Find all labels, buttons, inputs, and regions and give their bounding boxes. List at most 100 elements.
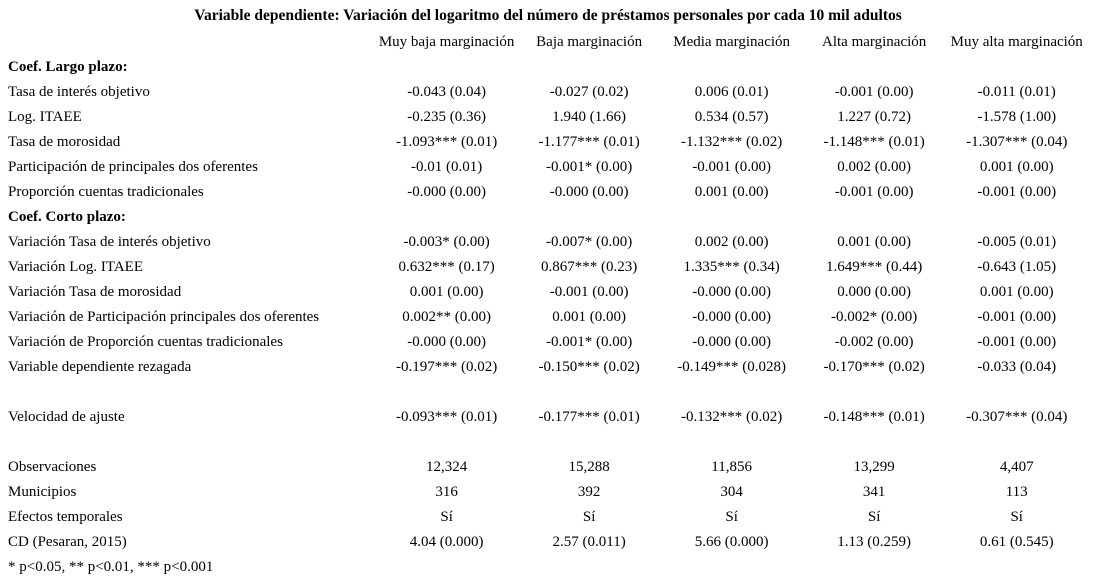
row-label: CD (Pesaran, 2015)	[8, 534, 127, 550]
value-cell: 316	[435, 484, 458, 500]
table-row: Efectos temporales Sí Sí Sí Sí Sí	[8, 505, 1088, 530]
value-cell: -0.001 (0.00)	[834, 184, 914, 200]
value-cell	[660, 380, 803, 405]
value-cell: -0.001* (0.00)	[546, 334, 633, 350]
value-cell: 0.001 (0.00)	[837, 234, 912, 250]
value-cell: 4.04 (0.000)	[409, 534, 484, 550]
value-cell	[660, 430, 803, 455]
value-cell: 0.534 (0.57)	[694, 109, 769, 125]
row-label: Velocidad de ajuste	[8, 409, 125, 425]
value-cell: -0.001 (0.00)	[977, 184, 1057, 200]
value-cell: Sí	[582, 509, 596, 525]
value-cell: -1.148*** (0.01)	[823, 134, 925, 150]
value-cell	[518, 55, 661, 80]
value-cell	[660, 55, 803, 80]
value-cell	[803, 205, 946, 230]
value-cell: 1.13 (0.259)	[837, 534, 912, 550]
row-label	[8, 430, 375, 455]
value-cell: -1.307*** (0.04)	[966, 134, 1068, 150]
table-row: CD (Pesaran, 2015) 4.04 (0.000) 2.57 (0.01…	[8, 530, 1088, 555]
value-cell: 1.335*** (0.34)	[683, 259, 780, 275]
table-row: Proporción cuentas tradicionales -0.000 (…	[8, 180, 1088, 205]
value-cell: -0.01 (0.01)	[410, 159, 483, 175]
value-cell: 4,407	[999, 459, 1034, 475]
value-cell: 0.867*** (0.23)	[541, 259, 638, 275]
value-cell	[945, 55, 1088, 80]
value-cell: -0.002* (0.00)	[831, 309, 918, 325]
value-cell: -0.001 (0.00)	[834, 84, 914, 100]
value-cell: Sí	[1010, 509, 1023, 525]
column-header: Muy alta marginación	[950, 34, 1083, 50]
value-cell: 304	[720, 484, 743, 500]
section-header-row: Coef. Largo plazo:	[8, 55, 1088, 80]
value-cell: -1.093*** (0.01)	[395, 134, 498, 150]
value-cell: 0.61 (0.545)	[979, 534, 1054, 550]
value-cell: 0.000 (0.00)	[837, 284, 912, 300]
value-cell	[375, 55, 518, 80]
value-cell: -0.235 (0.36)	[407, 109, 486, 125]
value-cell: -0.001* (0.00)	[546, 159, 633, 175]
table-row: Variación Log. ITAEE 0.632*** (0.17) 0.867…	[8, 255, 1088, 280]
value-cell: -0.001 (0.00)	[977, 309, 1057, 325]
value-cell: -0.000 (0.00)	[692, 309, 772, 325]
column-header-row: Muy baja marginación Baja marginación Medi…	[8, 30, 1088, 55]
value-cell	[375, 380, 518, 405]
table-row: Variable dependiente rezagada -0.197*** (…	[8, 355, 1088, 380]
row-label: Efectos temporales	[8, 509, 123, 525]
row-label	[8, 380, 375, 405]
value-cell: 0.002** (0.00)	[402, 309, 491, 325]
value-cell: -0.000 (0.00)	[692, 284, 772, 300]
row-label: Coef. Corto plazo:	[8, 209, 126, 225]
value-cell	[518, 380, 661, 405]
value-cell: -0.150*** (0.02)	[538, 359, 640, 375]
value-cell: -0.002 (0.00)	[834, 334, 914, 350]
row-label: Tasa de morosidad	[8, 134, 121, 150]
row-label: Variable dependiente rezagada	[8, 359, 192, 375]
value-cell: -0.170*** (0.02)	[823, 359, 925, 375]
value-cell: 2.57 (0.011)	[552, 534, 626, 550]
value-cell	[518, 205, 661, 230]
value-cell: -0.005 (0.01)	[977, 234, 1057, 250]
column-header: Muy baja marginación	[378, 34, 515, 50]
spacer-row	[8, 380, 1088, 405]
column-header: Baja marginación	[536, 34, 643, 50]
value-cell: -0.000 (0.00)	[407, 184, 486, 200]
row-label: Observaciones	[8, 459, 97, 475]
value-cell: 113	[1005, 484, 1028, 500]
value-cell: 11,856	[711, 459, 752, 475]
table-row: Variación de Participación principales d…	[8, 305, 1088, 330]
section-header-row: Coef. Corto plazo:	[8, 205, 1088, 230]
value-cell: -0.000 (0.00)	[549, 184, 629, 200]
row-label: Proporción cuentas tradicionales	[8, 184, 204, 200]
value-cell: -1.132*** (0.02)	[681, 134, 783, 150]
value-cell: -0.000 (0.00)	[407, 334, 486, 350]
value-cell: -0.043 (0.04)	[407, 84, 486, 100]
value-cell: 5.66 (0.000)	[694, 534, 769, 550]
value-cell: 0.001 (0.00)	[694, 184, 769, 200]
table-row: Log. ITAEE -0.235 (0.36) 1.940 (1.66) 0.534…	[8, 105, 1088, 130]
column-header: Media marginación	[673, 34, 791, 50]
value-cell: -0.643 (1.05)	[977, 259, 1057, 275]
row-label: Variación Tasa de morosidad	[8, 284, 182, 300]
value-cell: 392	[577, 484, 601, 500]
value-cell: 15,288	[568, 459, 610, 475]
value-cell	[660, 205, 803, 230]
table-row: Participación de principales dos oferent…	[8, 155, 1088, 180]
value-cell: 1.649*** (0.44)	[826, 259, 923, 275]
value-cell: Sí	[867, 509, 881, 525]
value-cell: -0.177*** (0.01)	[538, 409, 640, 425]
row-label: Tasa de interés objetivo	[8, 84, 150, 100]
corner-cell	[8, 30, 375, 55]
value-cell	[945, 430, 1088, 455]
row-label: Log. ITAEE	[8, 109, 82, 125]
regression-table: Muy baja marginación Baja marginación Medi…	[8, 30, 1088, 555]
table-row: Tasa de morosidad -1.093*** (0.01) -1.177*…	[8, 130, 1088, 155]
value-cell: 12,324	[425, 459, 468, 475]
value-cell: -0.149*** (0.028)	[677, 359, 787, 375]
value-cell: -0.003* (0.00)	[403, 234, 490, 250]
value-cell: -0.001 (0.00)	[692, 159, 772, 175]
value-cell	[945, 205, 1088, 230]
value-cell: -1.177*** (0.01)	[538, 134, 640, 150]
value-cell: 0.002 (0.00)	[837, 159, 912, 175]
